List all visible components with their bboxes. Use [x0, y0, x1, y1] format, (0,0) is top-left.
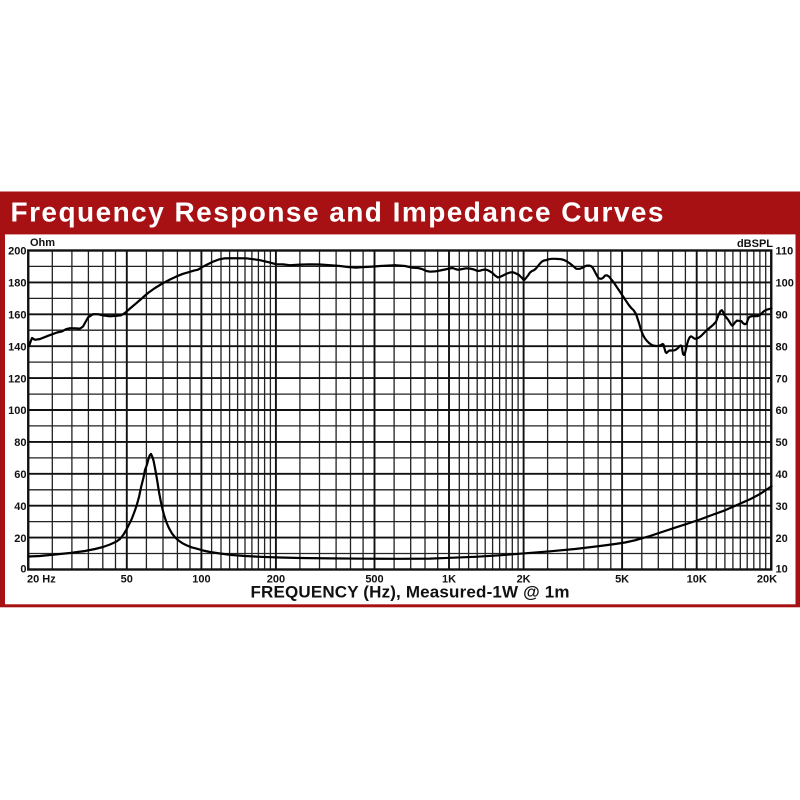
- svg-text:50: 50: [776, 437, 788, 449]
- svg-text:100: 100: [192, 574, 210, 586]
- svg-text:200: 200: [267, 574, 285, 586]
- svg-text:180: 180: [8, 278, 26, 290]
- svg-text:Ohm: Ohm: [30, 237, 55, 249]
- svg-text:10K: 10K: [687, 574, 707, 586]
- svg-text:60: 60: [776, 405, 788, 417]
- svg-text:2K: 2K: [517, 574, 531, 586]
- svg-text:120: 120: [8, 373, 26, 385]
- svg-text:20: 20: [776, 533, 788, 545]
- svg-text:40: 40: [776, 469, 788, 481]
- svg-text:500: 500: [365, 574, 383, 586]
- svg-text:30: 30: [776, 501, 788, 513]
- svg-text:20: 20: [14, 533, 26, 545]
- svg-text:1K: 1K: [442, 574, 456, 586]
- svg-text:60: 60: [14, 469, 26, 481]
- svg-text:Frequency Response and Impedan: Frequency Response and Impedance Curves: [11, 197, 664, 228]
- svg-text:160: 160: [8, 310, 26, 322]
- svg-text:0: 0: [20, 563, 26, 575]
- svg-text:FREQUENCY (Hz), Measured-1W @: FREQUENCY (Hz), Measured-1W @ 1m: [251, 583, 570, 602]
- svg-text:140: 140: [8, 341, 26, 353]
- svg-text:100: 100: [8, 405, 26, 417]
- svg-text:80: 80: [776, 341, 788, 353]
- svg-text:80: 80: [14, 437, 26, 449]
- svg-text:70: 70: [776, 373, 788, 385]
- svg-text:20 Hz: 20 Hz: [27, 574, 56, 586]
- svg-text:100: 100: [776, 278, 794, 290]
- svg-text:40: 40: [14, 501, 26, 513]
- svg-text:5K: 5K: [615, 574, 629, 586]
- svg-text:90: 90: [776, 310, 788, 322]
- svg-text:200: 200: [8, 246, 26, 258]
- svg-text:50: 50: [121, 574, 133, 586]
- svg-text:110: 110: [776, 246, 794, 258]
- svg-text:20K: 20K: [757, 574, 777, 586]
- svg-text:10: 10: [776, 563, 788, 575]
- svg-text:dBSPL: dBSPL: [737, 238, 773, 250]
